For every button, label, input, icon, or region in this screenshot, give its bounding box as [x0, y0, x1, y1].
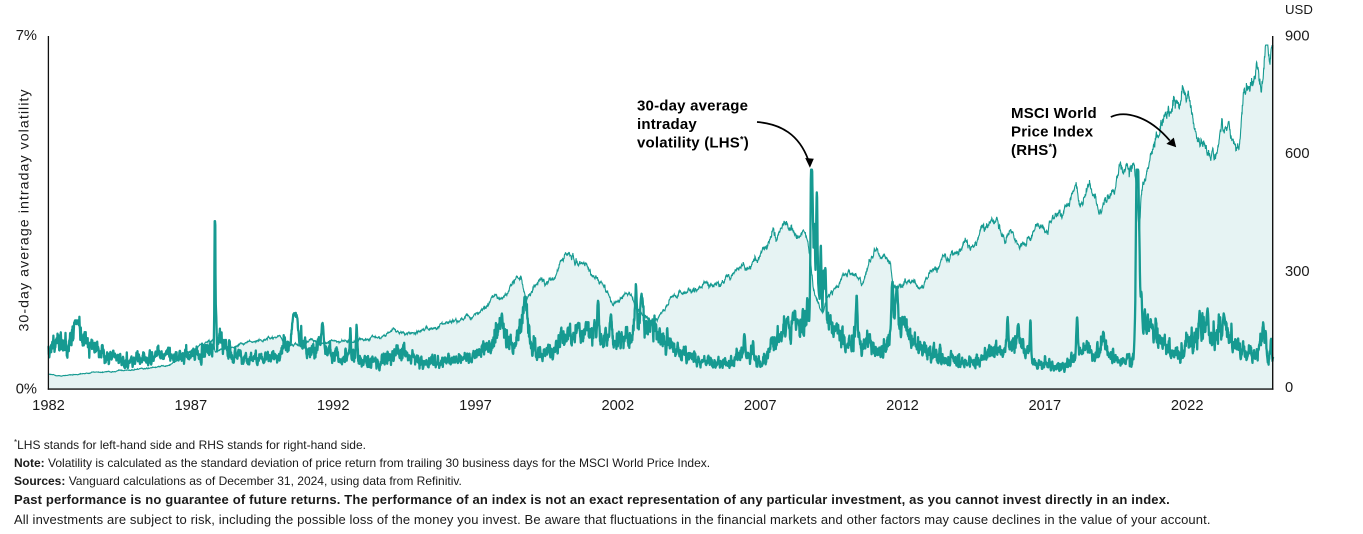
svg-text:2002: 2002	[601, 398, 634, 414]
svg-text:7%: 7%	[16, 28, 37, 44]
svg-text:intraday: intraday	[637, 116, 697, 133]
svg-text:2022: 2022	[1171, 398, 1204, 414]
svg-text:USD: USD	[1285, 2, 1313, 17]
svg-text:volatility (LHS*): volatility (LHS*)	[637, 135, 749, 152]
svg-text:2012: 2012	[886, 398, 919, 414]
svg-text:600: 600	[1285, 146, 1310, 162]
svg-text:1997: 1997	[459, 398, 492, 414]
svg-text:0%: 0%	[16, 382, 37, 398]
svg-text:300: 300	[1285, 264, 1310, 280]
svg-text:1992: 1992	[317, 398, 350, 414]
svg-text:1987: 1987	[174, 398, 207, 414]
svg-text:30-day average intraday volati: 30-day average intraday volatility	[17, 88, 33, 331]
svg-text:30-day average: 30-day average	[637, 98, 748, 115]
svg-text:900: 900	[1285, 29, 1310, 45]
svg-text:1982: 1982	[32, 398, 65, 414]
svg-text:2017: 2017	[1028, 398, 1061, 414]
svg-text:Price Index: Price Index	[1011, 124, 1094, 141]
svg-text:MSCI World: MSCI World	[1011, 105, 1097, 122]
svg-text:0: 0	[1285, 380, 1293, 396]
svg-text:2007: 2007	[744, 398, 777, 414]
svg-text:(RHS*): (RHS*)	[1011, 142, 1057, 159]
